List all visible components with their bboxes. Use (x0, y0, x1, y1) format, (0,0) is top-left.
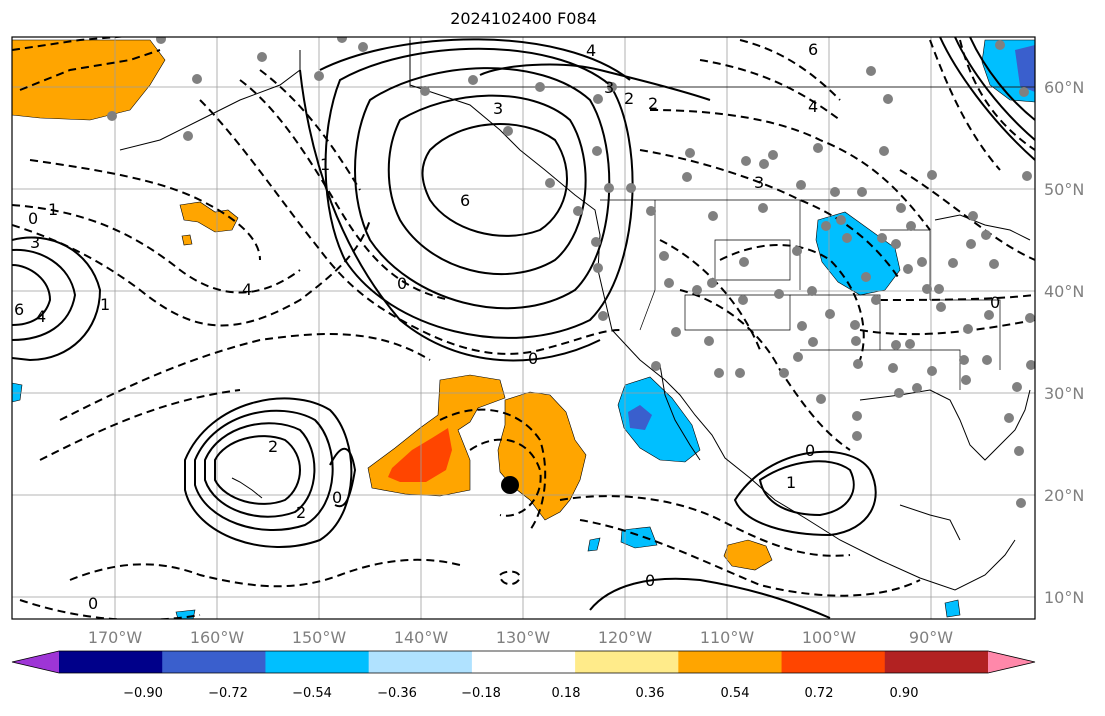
colorbar-outline (11, 650, 1036, 674)
contour-label: 0 (332, 488, 342, 507)
political-borders (409, 37, 1035, 390)
lon-label: 150°W (292, 628, 347, 647)
colorbar-segment (471, 651, 576, 673)
colorbar-segment (575, 651, 679, 673)
colorbar-segment (162, 651, 266, 673)
blue-region-small4 (944, 599, 961, 618)
colorbar-tick-label: 0.54 (721, 686, 750, 701)
orange-region-se (723, 539, 773, 571)
contour-label: 2 (624, 89, 634, 108)
orange-region-small (179, 201, 239, 233)
contour-label: 1 (100, 295, 110, 314)
contour-label: 6 (14, 300, 24, 319)
lon-label: 100°W (802, 628, 857, 647)
colorbar-tick-label: 0.18 (552, 686, 581, 701)
contour-label: 0 (88, 594, 98, 613)
darkblue-region-baja (628, 405, 652, 430)
contour-label: 0 (28, 209, 38, 228)
red-region-central (388, 428, 452, 482)
contour-label: 1 (48, 200, 58, 219)
colorbar-extend-high (988, 651, 1035, 673)
contour-label: 1 (786, 473, 796, 492)
lat-label: 10°N (1044, 588, 1084, 607)
solid-contours (12, 37, 1035, 619)
lon-label: 120°W (598, 628, 653, 647)
contour-label: 2 (268, 437, 278, 456)
lon-label: 110°W (700, 628, 755, 647)
latitude-labels: 60°N 50°N 40°N 30°N 20°N 10°N (1044, 78, 1084, 607)
lat-label: 30°N (1044, 384, 1084, 403)
contour-label: 3 (604, 78, 614, 97)
lon-label: 130°W (496, 628, 551, 647)
colorbar-tick-label: 0.36 (636, 686, 665, 701)
lon-label: 170°W (88, 628, 143, 647)
contour-label: 2 (648, 94, 658, 113)
map-area (12, 37, 1035, 619)
contour-label: 0 (397, 274, 407, 293)
map-title: 2024102400 F084 (450, 9, 597, 28)
colorbar-segment (59, 651, 163, 673)
colorbar-segment (368, 651, 473, 673)
contour-labels: 4 3 2 2 6 3 0 1 4 3 4 0 6 1 2 0 4 6 0 1 … (14, 40, 1000, 613)
colorbar-ticks: −0.90 −0.72 −0.54 −0.36 −0.18 0.18 0.36 … (123, 686, 918, 701)
colorbar-segment (678, 651, 783, 673)
lon-label: 90°W (909, 628, 953, 647)
map-frame (11, 36, 1036, 620)
blue-region-small1 (620, 526, 658, 549)
contour-label: 4 (586, 41, 596, 60)
colorbar-extend-low (12, 651, 59, 673)
colorbar-segment (884, 651, 989, 673)
longitude-labels: 170°W 160°W 150°W 140°W 130°W 120°W 110°… (88, 628, 953, 647)
contour-label: 3 (30, 233, 40, 252)
contour-label: 0 (990, 293, 1000, 312)
storm-marker (501, 476, 519, 494)
blue-region-small2 (587, 537, 601, 552)
shaded-regions (12, 39, 1035, 619)
blue-region-plains (815, 211, 901, 296)
contour-label: 1 (320, 155, 330, 174)
contour-label: 3 (493, 99, 503, 118)
colorbar-segment (265, 651, 370, 673)
contour-label: 4 (36, 307, 46, 326)
station-dots (107, 37, 1035, 508)
dashed-contours (12, 37, 1035, 619)
lat-label: 50°N (1044, 180, 1084, 199)
colorbar-tick-label: 0.72 (805, 686, 834, 701)
contour-label: 6 (460, 191, 470, 210)
darkblue-region-ne (1015, 45, 1035, 92)
contour-label: 0 (645, 571, 655, 590)
lon-label: 160°W (190, 628, 245, 647)
contour-label: 4 (808, 97, 818, 116)
contour-label: 3 (754, 173, 764, 192)
colorbar-tick-label: −0.36 (377, 686, 417, 701)
lat-label: 40°N (1044, 282, 1084, 301)
lat-label: 60°N (1044, 78, 1084, 97)
lat-label: 20°N (1044, 486, 1084, 505)
colorbar-tick-label: −0.90 (123, 686, 163, 701)
contour-label: 6 (808, 40, 818, 59)
lon-label: 140°W (394, 628, 449, 647)
blue-region-small3 (12, 382, 23, 403)
contour-label: 0 (805, 441, 815, 460)
contour-label: 0 (528, 349, 538, 368)
contour-label: 2 (296, 503, 306, 522)
orange-region-east (497, 391, 587, 521)
colorbar-tick-label: 0.90 (890, 686, 919, 701)
colorbar-tick-label: −0.18 (461, 686, 501, 701)
contour-label: 4 (242, 280, 252, 299)
orange-region-tiny (181, 234, 193, 246)
colorbar-tick-label: −0.54 (292, 686, 332, 701)
colorbar-tick-label: −0.72 (208, 686, 248, 701)
colorbar (11, 650, 1036, 674)
colorbar-segment (781, 651, 886, 673)
